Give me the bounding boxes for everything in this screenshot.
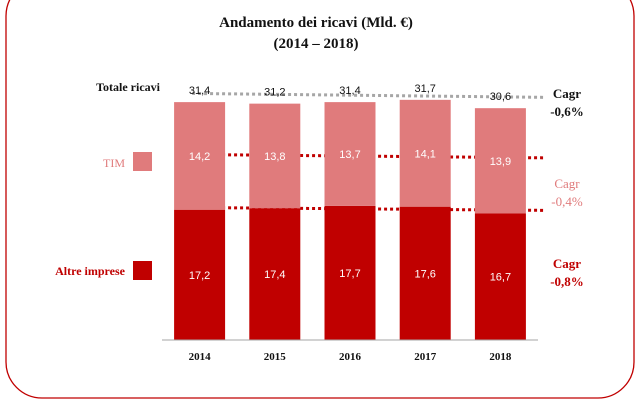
bar-tim-2016: [324, 102, 376, 206]
card-frame: [5, 0, 635, 399]
legend-label-altre-imprese: Altre imprese: [55, 264, 126, 278]
labels: 17,2 14,2 31,4 2014 17,4 13,8 31,2 2015 17,7 13,7…: [162, 83, 538, 363]
x-tick-2018: 2018: [489, 351, 512, 363]
x-tick-2017: 2017: [414, 351, 437, 363]
bar-tim-2015: [249, 103, 301, 209]
data-label-tim-2015: 13,8: [264, 151, 285, 163]
data-label-total-2014: 31,4: [189, 85, 210, 97]
legend-label-tim: TIM: [103, 156, 125, 170]
cagr-annotations: Cagr -0,6% Cagr -0,4% Cagr -0,8%: [550, 86, 584, 289]
legend-label-total: Totale ricavi: [96, 80, 161, 94]
bar-altre-imprese-2017: [399, 206, 451, 340]
data-label-altre-imprese-2016: 17,7: [339, 268, 360, 280]
data-label-tim-2014: 14,2: [189, 151, 210, 163]
trendline-total: [192, 91, 546, 99]
cagr-value-total: -0,6%: [550, 104, 584, 119]
legend: Totale ricavi TIM Altre imprese: [55, 80, 161, 280]
data-label-tim-2018: 13,9: [490, 156, 511, 168]
bars: [174, 99, 526, 340]
bar-tim-2017: [399, 99, 451, 207]
legend-swatch-tim: [133, 152, 152, 171]
data-label-tim-2017: 14,1: [414, 148, 435, 160]
data-label-total-2016: 31,4: [339, 85, 360, 97]
chart-subtitle: (2014 – 2018): [274, 36, 359, 52]
legend-swatch-altre-imprese: [133, 261, 152, 280]
bar-altre-imprese-2014: [174, 209, 226, 340]
data-label-total-2017: 31,7: [414, 83, 435, 95]
data-label-total-2018: 30,6: [490, 91, 511, 103]
cagr-value-altre-imprese: -0,8%: [550, 274, 584, 289]
chart-title: Andamento dei ricavi (Mld. €): [219, 15, 413, 31]
cagr-label-total: Cagr: [553, 86, 581, 101]
bar-altre-imprese-2015: [249, 208, 301, 340]
bar-tim-2018: [474, 108, 526, 214]
bar-tim-2014: [174, 102, 226, 210]
data-label-altre-imprese-2015: 17,4: [264, 269, 285, 281]
x-tick-2016: 2016: [339, 351, 362, 363]
data-label-total-2015: 31,2: [264, 87, 285, 99]
bar-altre-imprese-2016: [324, 205, 376, 340]
bar-altre-imprese-2018: [474, 213, 526, 340]
cagr-value-tim: -0,4%: [551, 194, 583, 209]
data-label-altre-imprese-2017: 17,6: [414, 268, 435, 280]
x-tick-2015: 2015: [264, 351, 287, 363]
cagr-label-altre-imprese: Cagr: [553, 256, 581, 271]
data-label-altre-imprese-2018: 16,7: [490, 272, 511, 284]
data-label-altre-imprese-2014: 17,2: [189, 270, 210, 282]
x-tick-2014: 2014: [189, 351, 212, 363]
data-label-tim-2016: 13,7: [339, 149, 360, 161]
cagr-label-tim: Cagr: [554, 176, 580, 191]
